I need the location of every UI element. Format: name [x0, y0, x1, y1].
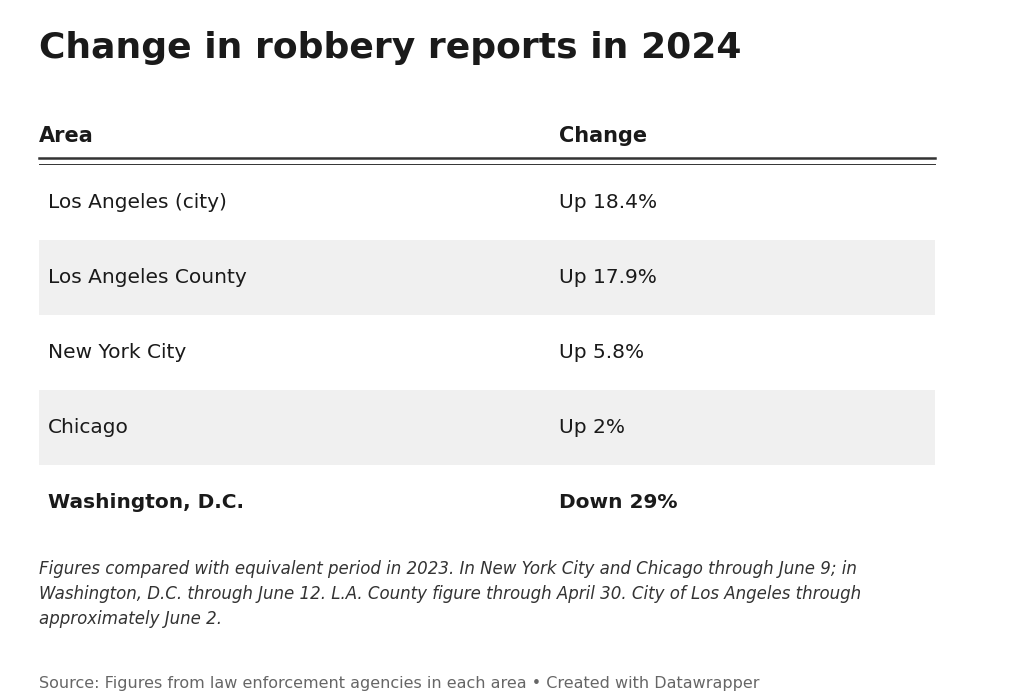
Text: Up 2%: Up 2%: [559, 418, 625, 437]
Text: Up 17.9%: Up 17.9%: [559, 268, 656, 286]
Text: Los Angeles County: Los Angeles County: [48, 268, 247, 286]
Text: Area: Area: [39, 126, 93, 146]
Text: Figures compared with equivalent period in 2023. In New York City and Chicago th: Figures compared with equivalent period …: [39, 560, 861, 628]
Text: Source: Figures from law enforcement agencies in each area • Created with Datawr: Source: Figures from law enforcement age…: [39, 676, 759, 691]
Text: New York City: New York City: [48, 343, 186, 362]
Text: Chicago: Chicago: [48, 418, 129, 437]
Text: Change: Change: [559, 126, 647, 146]
Text: Down 29%: Down 29%: [559, 493, 678, 511]
Text: Up 18.4%: Up 18.4%: [559, 193, 657, 212]
Bar: [39, 390, 935, 464]
Bar: [39, 240, 935, 315]
Text: Washington, D.C.: Washington, D.C.: [48, 493, 244, 511]
Text: Change in robbery reports in 2024: Change in robbery reports in 2024: [39, 30, 741, 64]
Text: Los Angeles (city): Los Angeles (city): [48, 193, 227, 212]
Text: Up 5.8%: Up 5.8%: [559, 343, 644, 362]
